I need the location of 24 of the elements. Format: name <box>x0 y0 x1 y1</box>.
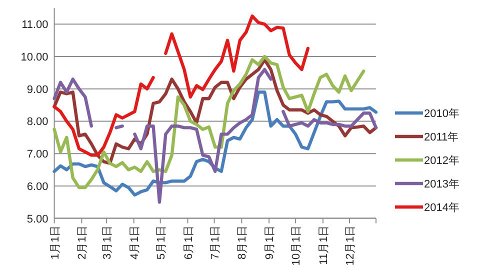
y-tick-label: 8.00 <box>26 116 48 128</box>
y-tick-label: 11.00 <box>22 19 48 32</box>
x-tick-label: 12月1日 <box>344 225 356 266</box>
x-tick-label: 9月1日 <box>264 225 276 260</box>
x-tick-label: 10月1日 <box>290 225 303 266</box>
x-tick-label: 4月1日 <box>128 225 141 260</box>
y-tick-label: 7.00 <box>26 148 48 161</box>
x-tick-label: 8月1日 <box>236 225 249 260</box>
x-tick-label: 7月1日 <box>209 225 222 260</box>
x-tick-label: 11月1日 <box>318 225 330 265</box>
y-tick-label: 6.00 <box>26 180 48 193</box>
x-tick-label: 6月1日 <box>182 225 195 260</box>
x-tick-label: 3月1日 <box>101 225 114 260</box>
y-tick-label: 10.00 <box>20 52 48 64</box>
legend-label: 2012年 <box>424 155 460 167</box>
x-tick-label: 2月1日 <box>76 225 89 260</box>
y-tick-label: 5.00 <box>26 213 48 226</box>
x-tick-label: 5月1日 <box>155 225 168 260</box>
legend-label: 2013年 <box>424 178 460 190</box>
legend-label: 2014年 <box>424 202 460 214</box>
legend-label: 2010年 <box>424 108 460 120</box>
y-tick-label: 9.00 <box>26 84 48 96</box>
legend-label: 2011年 <box>424 132 459 144</box>
x-tick-label: 1月1日 <box>49 225 62 260</box>
